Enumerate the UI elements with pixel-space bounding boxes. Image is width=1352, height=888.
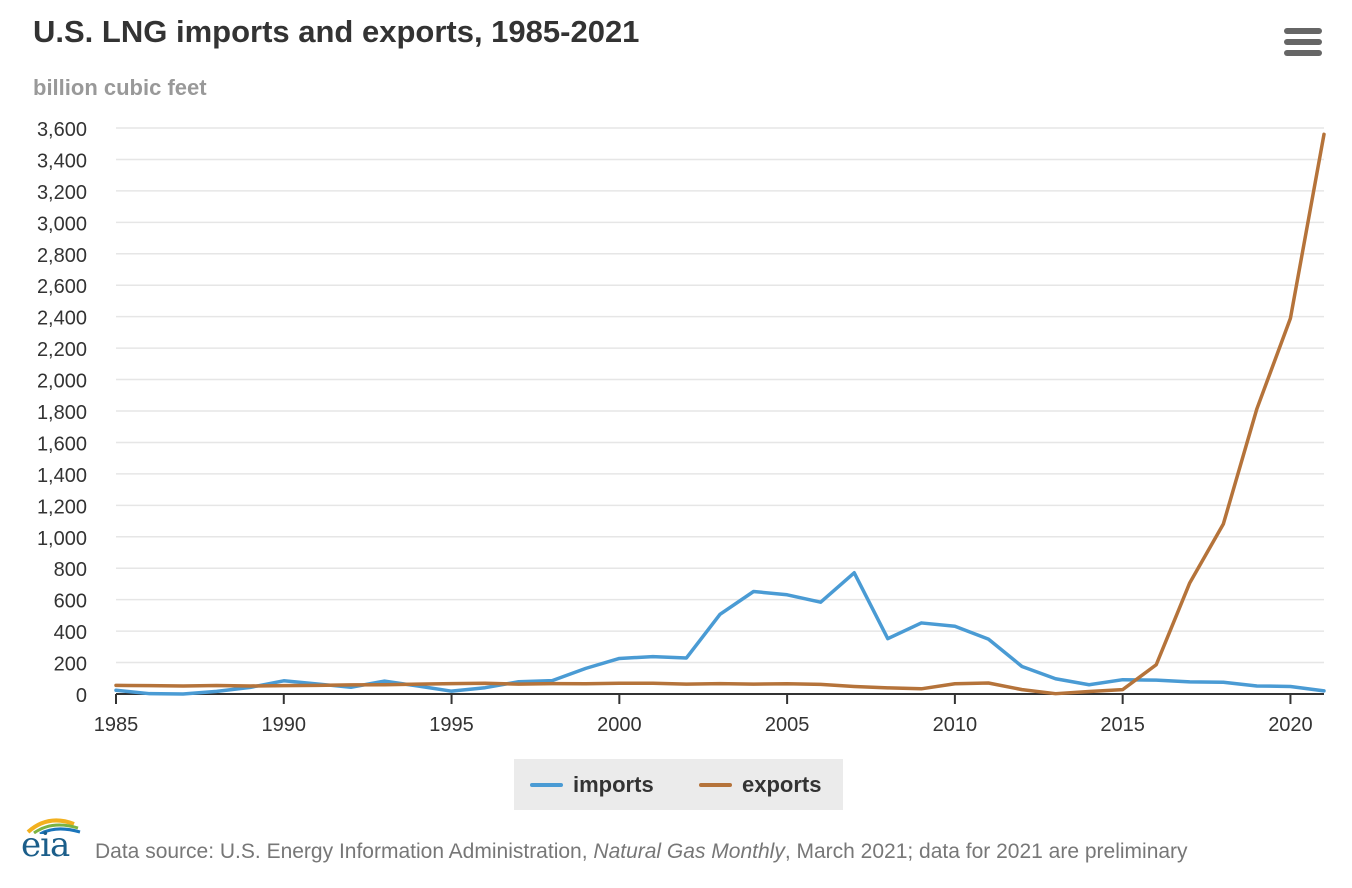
y-tick-label: 1,000 (37, 528, 87, 550)
y-tick-label: 1,600 (37, 433, 87, 455)
x-tick-label: 1990 (262, 714, 307, 736)
y-tick-label: 1,200 (37, 496, 87, 518)
source-publication: Natural Gas Monthly (593, 840, 785, 863)
y-tick-label: 200 (54, 654, 87, 676)
x-tick-label: 1995 (429, 714, 474, 736)
line-chart: 0 200 400 600 800 1,000 1,200 1,400 1,600 1,800 2,… (37, 119, 1326, 736)
y-tick-label: 3,200 (37, 182, 87, 204)
y-tick-label: 2,400 (37, 308, 87, 330)
legend: imports exports (514, 759, 843, 810)
y-tick-label: 2,600 (37, 276, 87, 298)
legend-label-imports: imports (573, 771, 654, 797)
y-tick-label: 400 (54, 622, 87, 644)
x-tick-label: 2010 (933, 714, 978, 736)
logo-text: eia (21, 825, 70, 865)
hamburger-menu-icon[interactable] (1284, 28, 1322, 60)
y-tick-label: 0 (76, 685, 87, 707)
gridlines (116, 127, 1324, 664)
legend-label-exports: exports (742, 771, 822, 797)
legend-item-imports[interactable]: imports (530, 759, 654, 810)
x-tick-label: 1985 (94, 714, 139, 736)
eia-logo: eia (18, 812, 82, 865)
x-tick-label: 2000 (597, 714, 642, 736)
y-axis-ticks: 0 200 400 600 800 1,000 1,200 1,400 1,600 1,800 2,… (37, 119, 87, 707)
legend-swatch-imports (530, 782, 563, 787)
series-lines (114, 132, 1326, 696)
logo-arc-icon (26, 818, 81, 834)
data-source-note: Data source: U.S. Energy Information Adm… (95, 840, 1188, 864)
source-prefix: Data source: U.S. Energy Information Adm… (95, 840, 594, 863)
legend-item-exports[interactable]: exports (699, 759, 821, 810)
x-axis: 1985 1990 1995 2000 2005 2010 2015 2020 (94, 693, 1324, 736)
y-tick-label: 1,800 (37, 402, 87, 424)
y-tick-label: 1,400 (37, 465, 87, 487)
y-tick-label: 3,000 (37, 213, 87, 235)
y-tick-label: 3,400 (37, 150, 87, 172)
legend-swatch-exports (699, 782, 732, 787)
x-tick-label: 2020 (1268, 714, 1313, 736)
y-tick-label: 2,000 (37, 371, 87, 393)
chart-title: U.S. LNG imports and exports, 1985-2021 (33, 14, 640, 49)
y-tick-label: 2,200 (37, 339, 87, 361)
x-tick-label: 2005 (765, 714, 810, 736)
y-tick-label: 3,600 (37, 119, 87, 141)
y-tick-label: 800 (54, 559, 87, 581)
source-suffix: , March 2021; data for 2021 are prelimin… (784, 840, 1188, 863)
chart-subtitle: billion cubic feet (33, 75, 207, 100)
y-tick-label: 600 (54, 591, 87, 613)
y-tick-label: 2,800 (37, 245, 87, 267)
x-tick-label: 2015 (1100, 714, 1145, 736)
series-line-exports (114, 132, 1326, 696)
